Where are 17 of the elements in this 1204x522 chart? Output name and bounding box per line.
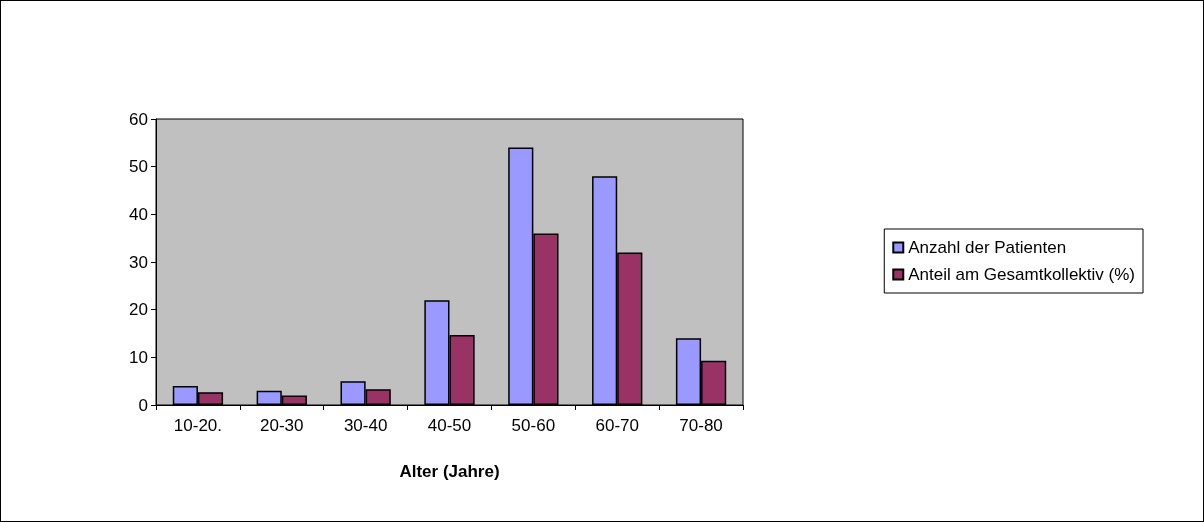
- y-tick-label: 10: [129, 347, 148, 367]
- legend-label: Anzahl der Patienten: [908, 238, 1067, 257]
- x-tick-label: 20-30: [260, 416, 304, 435]
- y-tick-label: 20: [129, 300, 148, 320]
- x-tick-label: 10-20.: [173, 416, 223, 435]
- y-tick-label: 60: [129, 109, 148, 129]
- x-axis-title: Alter (Jahre): [399, 462, 500, 481]
- x-tick-label: 40-50: [427, 416, 472, 435]
- legend-label: Anteil am Gesamtkollektiv (%): [908, 265, 1136, 284]
- y-tick-label: 50: [129, 157, 148, 177]
- y-tick-label: 40: [129, 204, 148, 224]
- y-tick-label: 30: [129, 252, 148, 272]
- y-tick-label: 0: [138, 395, 148, 415]
- x-tick-label: 30-40: [343, 416, 388, 435]
- x-tick-label: 60-70: [595, 416, 639, 435]
- x-tick-label: 50-60: [511, 416, 556, 435]
- x-tick-label: 70-80: [679, 416, 723, 435]
